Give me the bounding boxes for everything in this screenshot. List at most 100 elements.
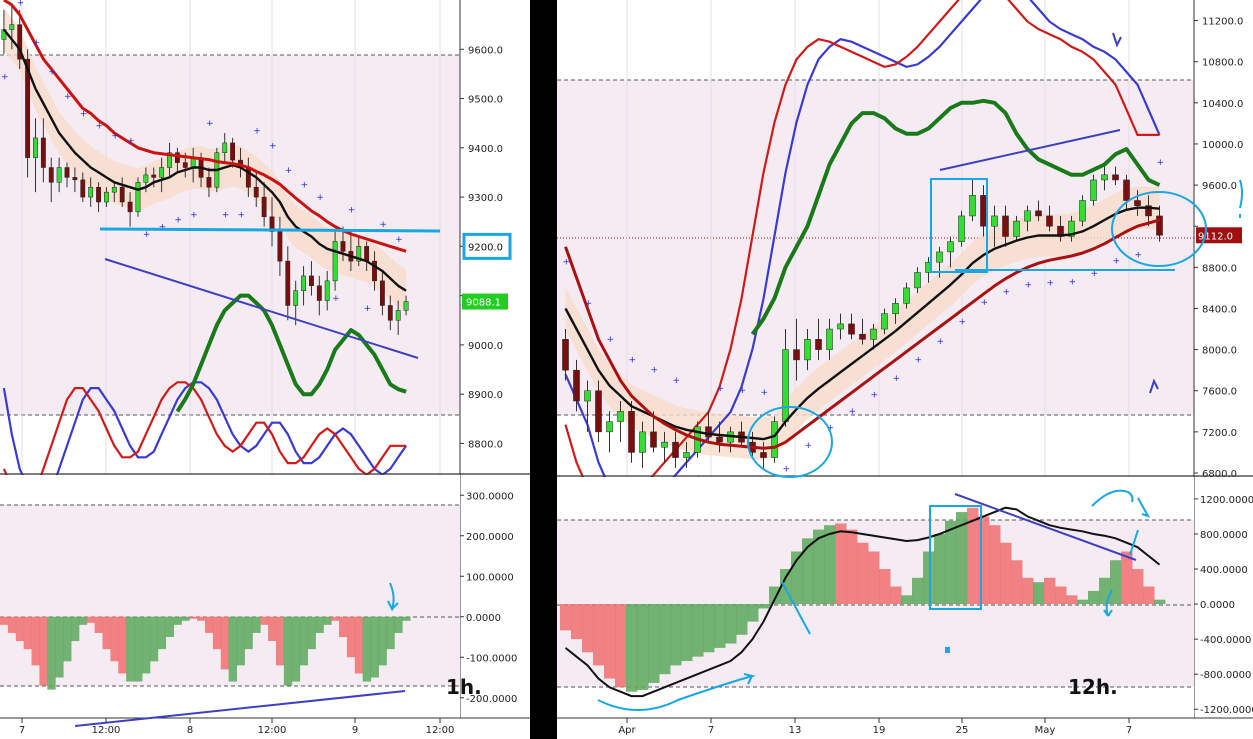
price-tick-label: 11200.0: [1202, 17, 1243, 28]
indicator-line: [564, 218, 1160, 450]
candle: [206, 167, 212, 198]
candle: [261, 182, 267, 227]
candle: [88, 177, 94, 207]
svg-text:9112.0: 9112.0: [1198, 231, 1233, 242]
candle: [167, 142, 172, 178]
sar-dot: +: [159, 223, 167, 233]
histogram-bar: [593, 604, 605, 666]
histogram-bar: [268, 616, 277, 642]
candle: [1, 9, 7, 55]
candle: [127, 192, 133, 227]
sar-dot: +: [364, 304, 372, 314]
svg-text:9200.0: 9200.0: [468, 242, 503, 253]
histogram-bar: [681, 604, 693, 662]
price-tick-label: 8400.0: [1202, 304, 1237, 315]
candle: [17, 9, 23, 69]
osc-box: [929, 505, 982, 610]
histogram-bar: [275, 616, 285, 666]
price-marker: 9112.0: [1196, 227, 1242, 244]
timeframe-tag: 12h.: [1068, 675, 1118, 699]
histogram-bar: [244, 616, 253, 650]
timeframe-tag: 1h.: [446, 675, 482, 699]
candle: [379, 270, 385, 316]
histogram-bar: [692, 604, 704, 657]
histogram-bar: [923, 551, 935, 605]
sar-dot: +: [717, 384, 725, 394]
histogram-bar: [220, 616, 230, 670]
price-tick-label: 9500.0: [468, 95, 503, 106]
sar-dot: +: [301, 181, 309, 191]
histogram-bar: [1022, 577, 1034, 605]
histogram-bar: [813, 529, 825, 605]
candle: [387, 295, 393, 331]
candle: [914, 267, 921, 294]
histogram-bar: [141, 616, 151, 674]
histogram-bar: [780, 569, 792, 605]
histogram-bar: [934, 533, 946, 605]
sar-dot: +: [1091, 269, 1099, 279]
candle: [859, 318, 866, 345]
sar-dot: +: [915, 355, 923, 365]
stochastic-line: [2, 381, 407, 500]
histogram-bar: [228, 616, 238, 682]
osc-tick-label: -800.0000: [1200, 670, 1251, 681]
sar-dot: +: [332, 294, 340, 304]
histogram-bar: [890, 586, 902, 605]
histogram-bar: [604, 604, 616, 679]
sar-dot: +: [607, 335, 615, 345]
candle: [1156, 205, 1163, 242]
support-line: [99, 227, 441, 233]
candle: [222, 133, 228, 163]
histogram-bar: [212, 616, 222, 650]
histogram-bar: [23, 616, 33, 650]
price-marker: 9088.1: [462, 293, 508, 310]
candle: [562, 329, 569, 381]
osc-tick-label: 300.0000: [466, 491, 514, 502]
histogram-bar: [989, 525, 1001, 605]
histogram-bar: [110, 616, 119, 662]
histogram-bar: [846, 529, 858, 605]
histogram-bar: [1033, 582, 1045, 605]
candle: [301, 266, 306, 306]
sar-dot: +: [629, 355, 637, 365]
sar-dot: +: [871, 390, 879, 400]
x-tick-label: 7: [19, 725, 25, 736]
price-tick-label: 7600.0: [1202, 387, 1237, 398]
candle: [1002, 205, 1009, 247]
histogram-bar: [354, 616, 364, 674]
histogram-bar: [912, 577, 924, 605]
histogram-bar: [1066, 595, 1078, 605]
sar-dot: +: [849, 407, 857, 417]
sar-dot: +: [17, 0, 25, 8]
right-panel: ++++++++++++++++++++++++++++ 11200.01080…: [557, 0, 1253, 739]
histogram-bar: [165, 616, 174, 637]
candle: [159, 157, 165, 193]
price-tick-label: 9600.0: [1202, 181, 1237, 192]
sar-dot: +: [673, 376, 681, 386]
sar-dot: +: [651, 366, 659, 376]
sar-dot: +: [1157, 158, 1165, 168]
candle: [815, 318, 822, 360]
candle: [96, 182, 101, 212]
svg-text:9088.1: 9088.1: [466, 298, 501, 309]
osc-tick-label: 0.0000: [1200, 600, 1235, 611]
price-tick-label: 9300.0: [468, 193, 503, 204]
osc-tick-label: -1200.0000: [1200, 705, 1253, 716]
sar-dot: +: [1025, 280, 1033, 290]
candle: [104, 187, 109, 207]
histogram-bar: [1088, 590, 1100, 605]
histogram-bar: [157, 616, 167, 650]
sar-dot: +: [64, 92, 72, 102]
histogram-bar: [769, 586, 781, 605]
candle: [174, 147, 180, 173]
histogram-bar: [370, 616, 379, 678]
sar-dot: +: [827, 423, 835, 433]
trend-line: [939, 129, 1121, 171]
x-tick-label: 12:00: [92, 725, 121, 736]
circle-annotation: [1111, 191, 1207, 267]
candle: [903, 282, 910, 309]
histogram-bar: [582, 604, 594, 653]
price-marker: 9200.0: [462, 232, 512, 260]
osc-trend-line: [74, 690, 406, 727]
histogram-bar: [55, 616, 64, 678]
